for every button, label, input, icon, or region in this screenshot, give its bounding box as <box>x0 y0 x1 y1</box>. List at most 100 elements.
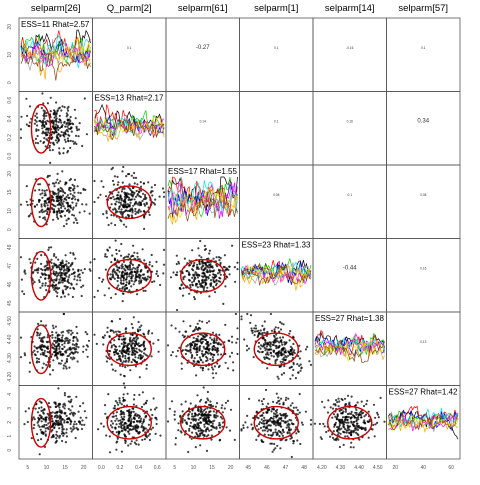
scatter-point <box>184 430 187 433</box>
scatter-point <box>201 275 204 278</box>
scatter-point <box>60 336 64 339</box>
scatter-point <box>279 336 282 339</box>
panel: ESS=27 Rhat=1.38 <box>312 311 387 386</box>
scatter-point <box>232 361 235 364</box>
scatter-point <box>51 420 54 423</box>
scatter-point <box>142 289 145 292</box>
scatter-point <box>183 275 186 278</box>
scatter-point <box>45 134 48 137</box>
scatter-point <box>38 414 41 417</box>
scatter-point <box>55 286 59 289</box>
scatter-point <box>133 251 136 254</box>
x-tick-label: 20 <box>393 465 399 471</box>
scatter-point <box>187 450 190 454</box>
scatter-point <box>199 432 203 435</box>
x-tick-label: 15 <box>62 465 68 471</box>
scatter-point <box>195 274 198 277</box>
scatter-point <box>55 120 58 123</box>
scatter-point <box>122 360 125 363</box>
scatter-point <box>49 161 52 164</box>
scatter-point <box>120 450 123 453</box>
scatter-point <box>40 254 43 257</box>
scatter-point <box>124 360 127 363</box>
scatter-point <box>73 275 76 278</box>
scatter-point <box>137 356 140 359</box>
scatter-point <box>50 261 53 264</box>
scatter-point <box>117 358 120 361</box>
scatter-point <box>151 332 154 335</box>
scatter-point <box>100 180 103 183</box>
scatter-point <box>40 409 43 412</box>
scatter-point <box>234 312 237 316</box>
scatter-point <box>76 185 79 188</box>
scatter-point <box>131 407 134 410</box>
scatter-point <box>25 97 28 100</box>
scatter-point <box>45 114 48 117</box>
parameter-label: selparm[26] <box>31 3 81 14</box>
scatter-point <box>188 417 191 420</box>
scatter-point <box>34 407 37 410</box>
confidence-ellipse <box>106 405 152 440</box>
scatter-point <box>127 360 130 363</box>
scatter-point <box>124 201 127 204</box>
scatter-point <box>134 424 137 427</box>
scatter-point <box>286 432 289 435</box>
scatter-point <box>51 324 55 327</box>
scatter-point <box>346 435 349 438</box>
scatter-point <box>249 321 252 324</box>
scatter-point <box>274 362 277 365</box>
scatter-point <box>36 421 39 424</box>
scatter-point <box>47 197 50 200</box>
scatter-point <box>120 342 123 345</box>
scatter-point <box>205 276 208 279</box>
scatter-point <box>65 195 68 199</box>
scatter-point <box>133 441 136 444</box>
scatter-point <box>101 280 104 283</box>
scatter-point <box>366 399 369 402</box>
scatter-point <box>192 264 195 267</box>
scatter-point <box>98 276 101 280</box>
scatter-point <box>34 261 37 264</box>
scatter-point <box>75 348 78 351</box>
scatter-point <box>32 271 35 274</box>
scatter-point <box>118 349 121 353</box>
scatter-point <box>43 202 46 205</box>
scatter-point <box>120 203 123 206</box>
scatter-point <box>188 429 191 432</box>
scatter-point <box>108 191 111 194</box>
scatter-point <box>75 134 78 137</box>
trace-line <box>241 261 312 285</box>
scatter-point <box>130 255 133 258</box>
scatter-point <box>187 271 190 274</box>
scatter-point <box>81 203 84 206</box>
scatter-point <box>131 263 134 266</box>
scatter-point <box>61 425 64 428</box>
scatter-point <box>297 371 300 374</box>
scatter-point <box>57 199 60 203</box>
scatter-point <box>263 320 266 323</box>
scatter-point <box>120 403 123 406</box>
scatter-point <box>258 399 261 402</box>
scatter-point <box>54 290 58 293</box>
scatter-point <box>356 401 359 404</box>
scatter-point <box>116 437 119 440</box>
scatter-point <box>39 276 42 279</box>
scatter-point <box>200 266 203 269</box>
scatter-point <box>43 131 46 134</box>
scatter-point <box>63 342 66 345</box>
scatter-point <box>65 198 68 201</box>
scatter-point <box>80 269 83 272</box>
scatter-point <box>213 365 216 368</box>
scatter-point <box>128 196 131 199</box>
scatter-point <box>68 210 71 213</box>
scatter-point <box>121 355 124 358</box>
scatter-point <box>51 346 54 349</box>
scatter-point <box>134 344 137 348</box>
scatter-point <box>115 417 118 420</box>
scatter-point <box>116 352 119 355</box>
scatter-point <box>363 421 366 424</box>
scatter-point <box>41 208 44 211</box>
scatter-point <box>47 402 51 405</box>
scatter-point <box>31 351 34 354</box>
scatter-point <box>288 432 291 435</box>
